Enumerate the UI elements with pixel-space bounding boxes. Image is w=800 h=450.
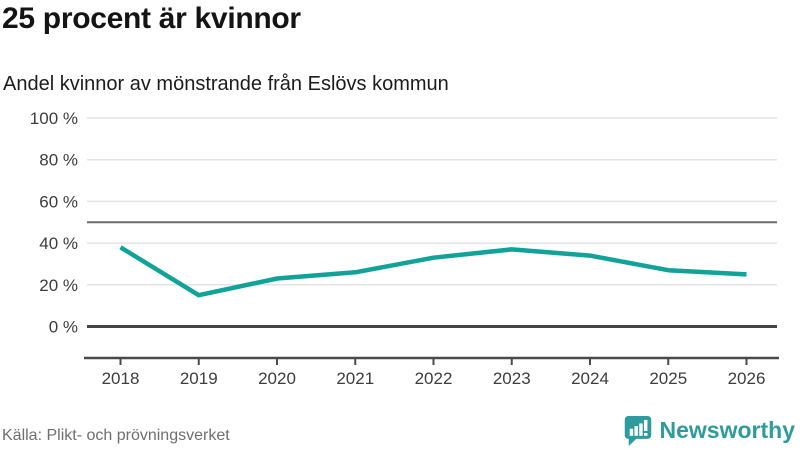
newsworthy-logo-icon xyxy=(624,415,651,446)
x-tick-label: 2026 xyxy=(728,369,766,388)
x-tick-label: 2022 xyxy=(415,369,453,388)
y-tick-label: 40 % xyxy=(39,234,78,253)
x-tick-label: 2021 xyxy=(336,369,374,388)
y-tick-label: 60 % xyxy=(39,192,78,211)
x-tick-label: 2020 xyxy=(258,369,296,388)
y-tick-label: 80 % xyxy=(39,151,78,170)
newsworthy-logo-text: Newsworthy xyxy=(659,417,795,443)
newsworthy-logo: Newsworthy xyxy=(623,414,795,447)
y-tick-label: 20 % xyxy=(39,276,78,295)
x-tick-label: 2024 xyxy=(571,369,609,388)
x-tick-label: 2025 xyxy=(649,369,687,388)
logo-bars xyxy=(629,419,647,436)
data-line xyxy=(119,245,747,298)
x-tick-label: 2019 xyxy=(180,369,218,388)
chart-subtitle: Andel kvinnor av mönstrande från Eslövs … xyxy=(3,73,449,95)
chart-title: 25 procent är kvinnor xyxy=(2,2,301,35)
x-tick-label: 2018 xyxy=(102,369,140,388)
y-tick-label: 0 % xyxy=(49,318,78,337)
y-tick-label: 100 % xyxy=(30,109,78,128)
source-note: Källa: Plikt- och prövningsverket xyxy=(2,427,230,444)
x-tick-label: 2023 xyxy=(493,369,531,388)
